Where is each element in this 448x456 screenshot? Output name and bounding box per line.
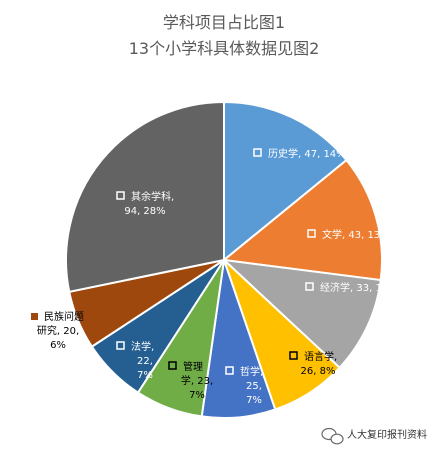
chart-title: 学科项目占比图1 xyxy=(163,13,285,32)
slice-label: 文学, 43, 13% xyxy=(307,228,390,241)
slice-label: 经济学, 33, 10% xyxy=(305,281,398,294)
slice-label-line: 民族问题 xyxy=(44,310,84,323)
pie-slice xyxy=(65,100,225,294)
slice-label: 民族问题研究, 20, 6% xyxy=(31,310,84,351)
legend-key xyxy=(31,313,38,320)
slice-label-line: 哲学, xyxy=(240,365,263,378)
slice-label: 语言学, 26, 8% xyxy=(289,350,338,377)
slice-label-line: 22, xyxy=(137,356,153,367)
slice-label-text: 管理学, 23, 7% xyxy=(181,360,213,401)
watermark-text: 人大复印报刊资料 xyxy=(347,428,427,441)
slice-label-line: 管理 xyxy=(183,360,203,373)
pie-slices xyxy=(65,100,383,419)
legend-key xyxy=(225,366,234,375)
legend-key xyxy=(305,282,314,291)
slice-label-line: 文学, 43, 13% xyxy=(322,228,390,241)
slice-labels: 历史学, 47, 14% 文学, 43, 13% 经济学, 33, 10% 语言学, 2… xyxy=(31,147,398,406)
slice-label-line: 历史学, 47, 14% xyxy=(268,147,346,160)
slice-label-text: 哲学, 25, 7% xyxy=(240,365,263,406)
slice-label-text: 民族问题研究, 20, 6% xyxy=(37,310,84,351)
slice-label-line: 7% xyxy=(246,395,262,406)
slice-label-text: 法学, 22, 7% xyxy=(131,340,154,381)
slice-label: 管理学, 23, 7% xyxy=(168,360,213,401)
slice-label-text: 经济学, 33, 10% xyxy=(320,281,398,294)
slice-label: 哲学, 25, 7% xyxy=(225,365,263,406)
slice-label-text: 历史学, 47, 14% xyxy=(268,147,346,160)
legend-key xyxy=(168,361,177,370)
slice-label-line: 研究, 20, xyxy=(37,324,79,337)
legend-key xyxy=(116,341,125,350)
slice-label-line: 6% xyxy=(50,340,66,351)
slice-label-line: 学, 23, xyxy=(181,374,213,387)
slice-label-line: 经济学, 33, 10% xyxy=(320,281,398,294)
slice-label-line: 7% xyxy=(189,390,205,401)
slice-label-line: 语言学, xyxy=(304,350,337,363)
slice-label-line: 其余学科, xyxy=(131,190,174,203)
pie-slice xyxy=(221,258,382,370)
slice-label-line: 26, 8% xyxy=(301,366,336,377)
legend-key xyxy=(116,191,125,200)
slice-label: 法学, 22, 7% xyxy=(116,340,154,381)
slice-label-line: 25, xyxy=(246,381,262,392)
slice-label: 其余学科, 94, 28% xyxy=(116,190,174,217)
legend-key xyxy=(253,148,262,157)
chart-subtitle: 13个小学科具体数据见图2 xyxy=(129,39,320,58)
pie-slice xyxy=(221,158,383,282)
slice-label-text: 其余学科, 94, 28% xyxy=(124,190,174,217)
slice-label-line: 94, 28% xyxy=(124,206,165,217)
legend-key xyxy=(289,351,298,360)
slice-label-line: 7% xyxy=(137,370,153,381)
slice-label-text: 文学, 43, 13% xyxy=(322,228,390,241)
legend-key xyxy=(307,229,316,238)
watermark: 人大复印报刊资料 xyxy=(321,427,427,445)
wechat-icon xyxy=(321,427,344,445)
slice-label-text: 语言学, 26, 8% xyxy=(301,350,338,377)
slice-label: 历史学, 47, 14% xyxy=(253,147,346,160)
slice-label-line: 法学, xyxy=(131,340,154,353)
pie-slice xyxy=(223,100,348,263)
